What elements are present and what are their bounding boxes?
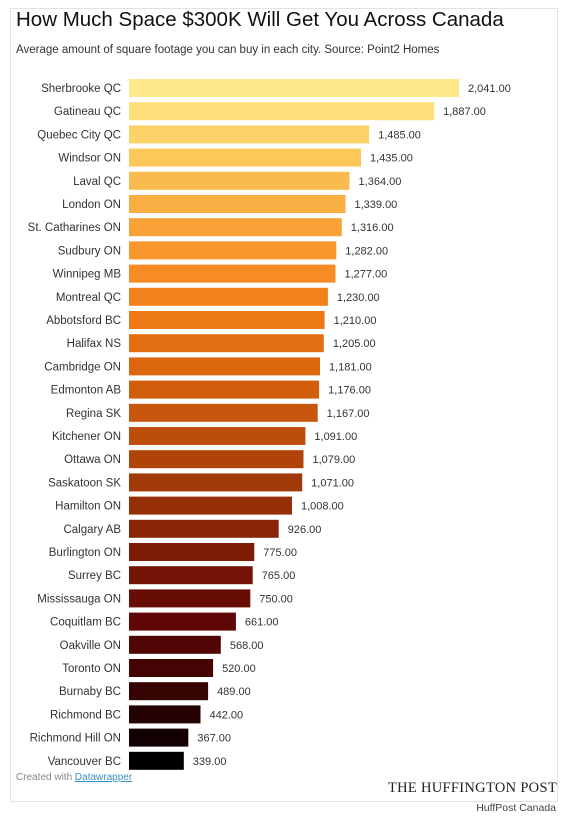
bar bbox=[129, 566, 253, 585]
bar bbox=[129, 519, 279, 538]
category-label: Regina SK bbox=[66, 408, 121, 420]
category-label: Burnaby BC bbox=[59, 686, 121, 698]
value-label: 1,176.00 bbox=[328, 385, 371, 397]
category-label: Saskatoon SK bbox=[48, 477, 121, 489]
category-label: London ON bbox=[62, 199, 121, 211]
category-label: Winnipeg MB bbox=[53, 269, 122, 281]
value-label: 1,887.00 bbox=[443, 106, 486, 118]
category-label: Laval QC bbox=[73, 176, 121, 188]
category-label: Windsor ON bbox=[58, 153, 121, 165]
value-label: 1,435.00 bbox=[370, 153, 413, 165]
category-label: Richmond BC bbox=[50, 709, 121, 721]
bar bbox=[129, 287, 328, 306]
value-label: 1,485.00 bbox=[378, 129, 421, 141]
bar bbox=[129, 102, 435, 121]
value-label: 1,282.00 bbox=[345, 245, 388, 257]
value-label: 1,091.00 bbox=[314, 431, 357, 443]
value-label: 1,210.00 bbox=[334, 315, 377, 327]
bar bbox=[129, 195, 346, 213]
value-label: 1,205.00 bbox=[333, 338, 376, 350]
category-label: Montreal QC bbox=[56, 292, 121, 304]
category-label: Quebec City QC bbox=[37, 129, 121, 141]
value-label: 2,041.00 bbox=[468, 83, 511, 95]
bar bbox=[129, 450, 304, 469]
bar bbox=[129, 79, 459, 97]
bar bbox=[129, 496, 292, 515]
category-label: Sudbury ON bbox=[58, 245, 121, 257]
bar bbox=[129, 589, 251, 608]
bar bbox=[129, 380, 320, 399]
bar bbox=[129, 659, 214, 677]
chart-subtitle: Average amount of square footage you can… bbox=[16, 44, 440, 56]
category-label: Sherbrooke QC bbox=[41, 83, 121, 95]
chart-title: How Much Space $300K Will Get You Across… bbox=[16, 8, 504, 31]
category-label: Toronto ON bbox=[62, 663, 121, 675]
bar bbox=[129, 357, 320, 376]
value-label: 926.00 bbox=[288, 524, 322, 536]
bar bbox=[129, 334, 324, 353]
bar bbox=[129, 751, 184, 770]
value-label: 1,167.00 bbox=[327, 408, 370, 420]
category-label: Kitchener ON bbox=[52, 431, 121, 443]
value-label: 442.00 bbox=[209, 709, 243, 721]
bar-chart: Sherbrooke QC 2,041.00 Gatineau QC 1,887.00… bbox=[28, 79, 511, 770]
category-label: Richmond Hill ON bbox=[30, 733, 121, 745]
bar bbox=[129, 241, 337, 260]
category-label: Vancouver BC bbox=[48, 756, 121, 768]
bar bbox=[129, 264, 336, 283]
value-label: 1,339.00 bbox=[354, 199, 397, 211]
value-label: 339.00 bbox=[193, 756, 227, 768]
category-label: Gatineau QC bbox=[54, 106, 121, 118]
bar bbox=[129, 705, 201, 724]
value-label: 1,316.00 bbox=[351, 222, 394, 234]
bar bbox=[129, 148, 361, 167]
category-label: Hamilton ON bbox=[55, 501, 121, 513]
value-label: 661.00 bbox=[245, 617, 279, 629]
category-label: Cambridge ON bbox=[44, 361, 121, 373]
bar bbox=[129, 171, 350, 190]
bar bbox=[129, 682, 209, 701]
value-label: 1,277.00 bbox=[344, 269, 387, 281]
category-label: Mississauga ON bbox=[37, 593, 121, 605]
bar bbox=[129, 543, 255, 561]
brand-logo-text: THE HUFFINGTON POST bbox=[388, 780, 557, 796]
bar bbox=[129, 311, 325, 329]
category-label: Surrey BC bbox=[68, 570, 121, 582]
category-label: Oakville ON bbox=[60, 640, 121, 652]
value-label: 1,079.00 bbox=[312, 454, 355, 466]
credit-prefix: Created with bbox=[16, 772, 73, 783]
bar bbox=[129, 427, 306, 445]
category-label: Edmonton AB bbox=[51, 385, 122, 397]
credit-line: Created with Datawrapper bbox=[16, 772, 132, 783]
value-label: 489.00 bbox=[217, 686, 251, 698]
value-label: 1,071.00 bbox=[311, 477, 354, 489]
category-label: Calgary AB bbox=[63, 524, 121, 536]
category-label: St. Catharines ON bbox=[28, 222, 121, 234]
bar bbox=[129, 473, 303, 492]
value-label: 765.00 bbox=[262, 570, 296, 582]
value-label: 775.00 bbox=[263, 547, 297, 559]
value-label: 1,364.00 bbox=[359, 176, 402, 188]
value-label: 1,008.00 bbox=[301, 501, 344, 513]
value-label: 1,230.00 bbox=[337, 292, 380, 304]
value-label: 367.00 bbox=[197, 733, 231, 745]
source-tag: HuffPost Canada bbox=[476, 802, 556, 814]
category-label: Ottawa ON bbox=[64, 454, 121, 466]
value-label: 520.00 bbox=[222, 663, 256, 675]
bar bbox=[129, 218, 342, 237]
bar bbox=[129, 728, 189, 747]
datawrapper-link[interactable]: Datawrapper bbox=[74, 772, 133, 783]
category-label: Halifax NS bbox=[67, 338, 122, 350]
category-label: Coquitlam BC bbox=[50, 617, 121, 629]
bar bbox=[129, 635, 221, 654]
bar bbox=[129, 403, 318, 422]
value-label: 1,181.00 bbox=[329, 361, 372, 373]
bar bbox=[129, 612, 236, 631]
bar bbox=[129, 125, 370, 144]
value-label: 750.00 bbox=[259, 593, 293, 605]
value-label: 568.00 bbox=[230, 640, 264, 652]
category-label: Burlington ON bbox=[49, 547, 121, 559]
category-label: Abbotsford BC bbox=[46, 315, 121, 327]
